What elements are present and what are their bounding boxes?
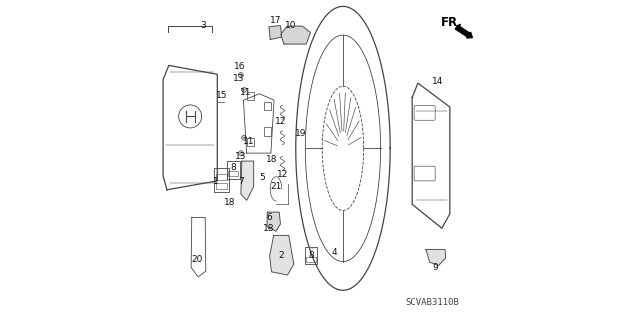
Text: 8: 8 bbox=[308, 251, 314, 260]
Polygon shape bbox=[269, 26, 282, 40]
Text: 4: 4 bbox=[332, 248, 337, 257]
Text: 6: 6 bbox=[266, 213, 272, 222]
Text: 14: 14 bbox=[432, 77, 443, 86]
Text: 7: 7 bbox=[238, 177, 244, 186]
Bar bbox=[264, 127, 271, 136]
Polygon shape bbox=[267, 212, 280, 231]
Text: 11: 11 bbox=[240, 88, 252, 97]
Text: 18: 18 bbox=[224, 198, 236, 207]
Text: 11: 11 bbox=[243, 137, 255, 146]
Text: 20: 20 bbox=[191, 256, 203, 264]
FancyArrow shape bbox=[455, 25, 472, 38]
Text: 12: 12 bbox=[276, 170, 288, 179]
Polygon shape bbox=[426, 249, 445, 265]
Polygon shape bbox=[281, 26, 310, 44]
Text: 16: 16 bbox=[234, 63, 245, 71]
Text: 8: 8 bbox=[230, 163, 236, 172]
Text: FR.: FR. bbox=[440, 16, 463, 29]
Text: 19: 19 bbox=[294, 129, 306, 138]
Text: 12: 12 bbox=[275, 117, 287, 126]
Bar bbox=[247, 92, 254, 100]
Text: 18: 18 bbox=[266, 155, 277, 164]
Bar bbox=[214, 168, 229, 192]
Text: 9: 9 bbox=[433, 263, 438, 272]
Polygon shape bbox=[241, 161, 253, 200]
Bar bbox=[216, 174, 227, 180]
Bar bbox=[228, 171, 238, 176]
Text: 1: 1 bbox=[214, 177, 219, 186]
Text: 5: 5 bbox=[259, 173, 265, 182]
Bar bbox=[264, 102, 271, 110]
Text: 18: 18 bbox=[263, 224, 275, 233]
Text: 3: 3 bbox=[201, 21, 207, 30]
Text: 15: 15 bbox=[216, 91, 227, 100]
Bar bbox=[247, 138, 254, 146]
Text: 13: 13 bbox=[234, 152, 246, 161]
Bar bbox=[305, 247, 317, 264]
Text: 21: 21 bbox=[270, 182, 282, 191]
Text: 10: 10 bbox=[285, 21, 296, 30]
Polygon shape bbox=[269, 235, 294, 275]
Bar bbox=[227, 161, 239, 179]
Text: 13: 13 bbox=[233, 74, 244, 83]
Bar bbox=[216, 183, 227, 189]
Bar bbox=[307, 257, 316, 262]
Text: SCVAB3110B: SCVAB3110B bbox=[406, 298, 460, 307]
Text: 17: 17 bbox=[270, 16, 282, 25]
Text: 2: 2 bbox=[278, 251, 284, 260]
